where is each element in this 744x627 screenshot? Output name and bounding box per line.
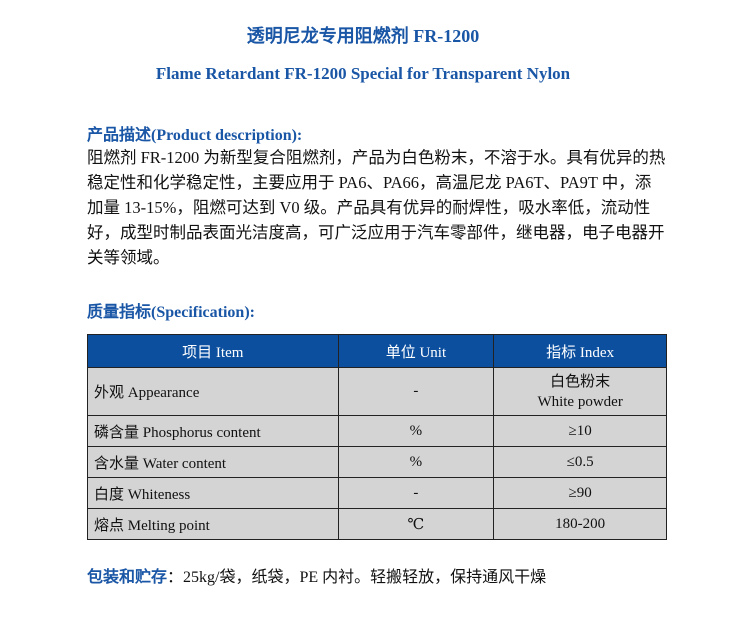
header-item: 项目 Item bbox=[87, 334, 339, 368]
description-line: 加量 13-15%，阻燃可达到 V0 级。产品具有优异的耐焊性，吸水率低，流动性 bbox=[87, 198, 651, 217]
header-index: 指标 Index bbox=[493, 334, 667, 368]
packaging-line: 包装和贮存：25kg/袋，纸袋，PE 内衬。轻搬轻放，保持通风干燥 bbox=[87, 563, 546, 587]
cell-index: ≥10 bbox=[493, 415, 667, 447]
cell-item: 磷含量 Phosphorus content bbox=[87, 415, 339, 447]
cell-index: ≥90 bbox=[493, 477, 667, 509]
title-english: Flame Retardant FR-1200 Special for Tran… bbox=[155, 64, 571, 83]
description-line: 稳定性和化学稳定性，主要应用于 PA6、PA66，高温尼龙 PA6T、PA9T … bbox=[87, 173, 652, 192]
title-chinese: 透明尼龙专用阻燃剂 FR-1200 bbox=[246, 26, 480, 46]
description-heading: 产品描述(Product description): bbox=[87, 127, 303, 144]
specification-table: 项目 Item 单位 Unit 指标 Index 外观 Appearance -… bbox=[87, 334, 667, 540]
table-row: 含水量 Water content % ≤0.5 bbox=[87, 446, 667, 478]
index-en: White powder bbox=[537, 393, 623, 410]
cell-unit: - bbox=[337, 477, 495, 509]
table-header-row: 项目 Item 单位 Unit 指标 Index bbox=[87, 334, 667, 368]
cell-unit: % bbox=[337, 415, 495, 447]
cell-item: 熔点 Melting point bbox=[87, 508, 339, 540]
cell-unit: % bbox=[337, 446, 495, 478]
table-row: 外观 Appearance - 白色粉末 White powder bbox=[87, 367, 667, 416]
packaging-text: ：25kg/袋，纸袋，PE 内衬。轻搬轻放，保持通风干燥 bbox=[167, 569, 547, 586]
table-row: 磷含量 Phosphorus content % ≥10 bbox=[87, 415, 667, 447]
cell-item: 含水量 Water content bbox=[87, 446, 339, 478]
cell-index: 180-200 bbox=[493, 508, 667, 540]
description-line: 关等领域。 bbox=[87, 248, 170, 267]
cell-unit: - bbox=[337, 367, 495, 416]
cell-unit: ℃ bbox=[337, 508, 495, 540]
description-body: 阻燃剂 FR-1200 为新型复合阻燃剂，产品为白色粉末，不溶于水。具有优异的热… bbox=[87, 145, 665, 270]
table-row: 熔点 Melting point ℃ 180-200 bbox=[87, 508, 667, 540]
cell-index: ≤0.5 bbox=[493, 446, 667, 478]
cell-item: 白度 Whiteness bbox=[87, 477, 339, 509]
packaging-label: 包装和贮存 bbox=[87, 569, 168, 586]
index-cn: 白色粉末 bbox=[550, 373, 611, 390]
cell-index: 白色粉末 White powder bbox=[493, 367, 667, 416]
cell-item: 外观 Appearance bbox=[87, 367, 339, 416]
description-line: 好，成型时制品表面光洁度高，可广泛应用于汽车零部件，继电器，电子电器开 bbox=[87, 223, 665, 242]
description-line: 阻燃剂 FR-1200 为新型复合阻燃剂，产品为白色粉末，不溶于水。具有优异的热 bbox=[87, 148, 666, 167]
specification-heading: 质量指标(Specification): bbox=[87, 304, 255, 321]
table-row: 白度 Whiteness - ≥90 bbox=[87, 477, 667, 509]
header-unit: 单位 Unit bbox=[337, 334, 495, 368]
